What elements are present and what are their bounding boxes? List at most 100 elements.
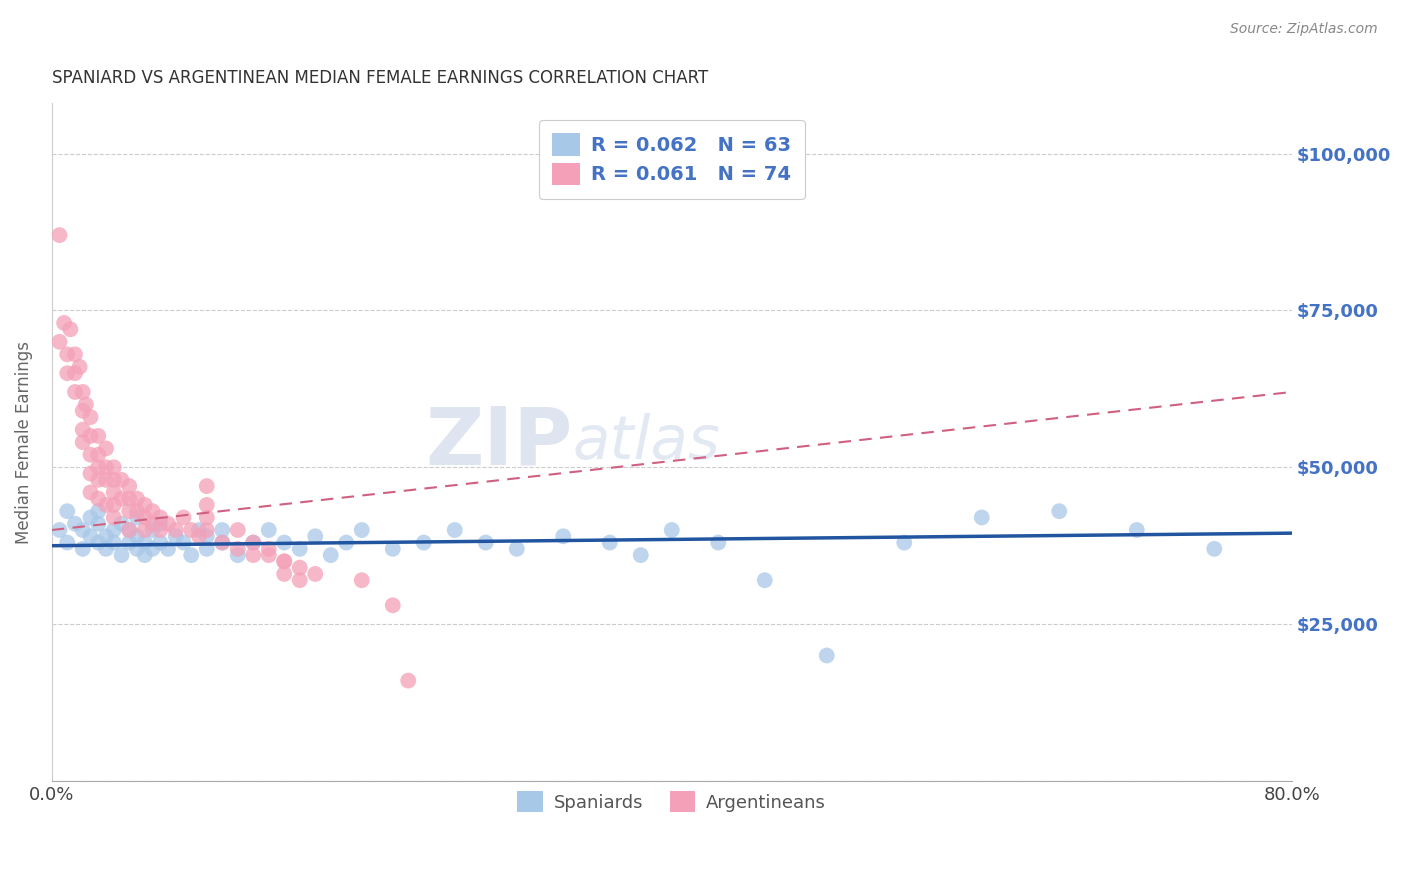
Point — [257, 523, 280, 537]
Point — [273, 566, 295, 581]
Point — [630, 548, 652, 562]
Point — [211, 535, 233, 549]
Point — [134, 510, 156, 524]
Point — [149, 510, 172, 524]
Point — [118, 535, 141, 549]
Point — [304, 566, 326, 581]
Text: atlas: atlas — [572, 413, 720, 472]
Point — [815, 648, 838, 663]
Point — [103, 460, 125, 475]
Point — [103, 485, 125, 500]
Point — [141, 504, 163, 518]
Point — [350, 573, 373, 587]
Point — [149, 523, 172, 537]
Point — [257, 541, 280, 556]
Text: ZIP: ZIP — [425, 403, 572, 481]
Point — [335, 535, 357, 549]
Point — [474, 535, 496, 549]
Point — [1204, 541, 1226, 556]
Point — [87, 429, 110, 443]
Point — [69, 359, 91, 374]
Point — [118, 523, 141, 537]
Point — [48, 523, 70, 537]
Point — [87, 448, 110, 462]
Point — [1047, 504, 1070, 518]
Point — [242, 548, 264, 562]
Point — [319, 548, 342, 562]
Point — [79, 510, 101, 524]
Point — [195, 498, 218, 512]
Point — [173, 535, 195, 549]
Point — [110, 516, 132, 531]
Point — [118, 479, 141, 493]
Point — [273, 535, 295, 549]
Point — [226, 548, 249, 562]
Point — [79, 529, 101, 543]
Point — [94, 498, 117, 512]
Point — [103, 510, 125, 524]
Point — [63, 516, 86, 531]
Point — [134, 548, 156, 562]
Point — [141, 516, 163, 531]
Point — [118, 523, 141, 537]
Point — [63, 347, 86, 361]
Point — [211, 523, 233, 537]
Point — [72, 541, 94, 556]
Point — [125, 491, 148, 506]
Point — [165, 529, 187, 543]
Point — [59, 322, 82, 336]
Point — [87, 535, 110, 549]
Point — [79, 429, 101, 443]
Point — [56, 366, 79, 380]
Point — [87, 460, 110, 475]
Point — [141, 541, 163, 556]
Point — [103, 535, 125, 549]
Point — [103, 523, 125, 537]
Point — [304, 529, 326, 543]
Point — [56, 535, 79, 549]
Point — [350, 523, 373, 537]
Point — [94, 529, 117, 543]
Point — [396, 673, 419, 688]
Point — [893, 535, 915, 549]
Point — [288, 573, 311, 587]
Point — [134, 535, 156, 549]
Point — [412, 535, 434, 549]
Point — [87, 516, 110, 531]
Point — [79, 485, 101, 500]
Point — [443, 523, 465, 537]
Point — [273, 554, 295, 568]
Point — [180, 523, 202, 537]
Point — [118, 491, 141, 506]
Point — [134, 498, 156, 512]
Point — [156, 516, 179, 531]
Point — [242, 535, 264, 549]
Point — [56, 504, 79, 518]
Point — [110, 491, 132, 506]
Point — [87, 504, 110, 518]
Point — [94, 473, 117, 487]
Point — [188, 523, 211, 537]
Point — [180, 548, 202, 562]
Point — [125, 541, 148, 556]
Text: Source: ZipAtlas.com: Source: ZipAtlas.com — [1230, 22, 1378, 37]
Point — [242, 535, 264, 549]
Point — [599, 535, 621, 549]
Point — [125, 510, 148, 524]
Point — [94, 442, 117, 456]
Text: SPANIARD VS ARGENTINEAN MEDIAN FEMALE EARNINGS CORRELATION CHART: SPANIARD VS ARGENTINEAN MEDIAN FEMALE EA… — [52, 69, 709, 87]
Point — [72, 435, 94, 450]
Point — [72, 384, 94, 399]
Point — [288, 560, 311, 574]
Point — [125, 529, 148, 543]
Point — [188, 529, 211, 543]
Point — [79, 410, 101, 425]
Point — [707, 535, 730, 549]
Point — [381, 541, 404, 556]
Point — [273, 554, 295, 568]
Point — [63, 384, 86, 399]
Point — [661, 523, 683, 537]
Point — [970, 510, 993, 524]
Point — [149, 535, 172, 549]
Point — [87, 491, 110, 506]
